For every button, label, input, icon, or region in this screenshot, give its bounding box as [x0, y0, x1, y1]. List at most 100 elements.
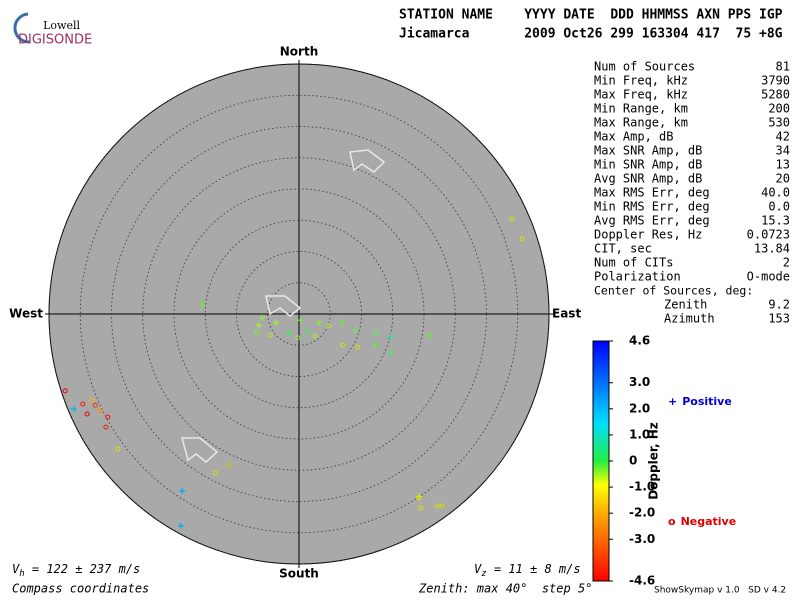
negative-point	[89, 397, 94, 403]
stat-value: 42	[776, 130, 790, 144]
negative-point	[92, 402, 98, 408]
stat-value: 530	[768, 116, 790, 130]
negative-point	[340, 342, 346, 348]
positive-point	[316, 319, 322, 326]
negative-point	[254, 330, 260, 336]
center-label: Zenith	[664, 298, 707, 312]
stat-label: Num of CITs	[594, 256, 673, 270]
positive-point	[339, 319, 346, 326]
center-label: Azimuth	[664, 312, 715, 326]
positive-point	[256, 322, 262, 329]
stat-label: Num of Sources	[594, 60, 695, 74]
stat-label: Max Amp, dB	[594, 130, 673, 144]
negative-point	[434, 503, 440, 509]
negative-point	[84, 411, 90, 417]
stat-value: 0.0723	[747, 228, 790, 242]
colorbar-tick-label: -1.0	[629, 480, 655, 494]
negative-point	[439, 503, 445, 509]
stat-value: 13.84	[754, 242, 790, 256]
stat-value: 0.0	[768, 200, 790, 214]
logo-arc	[13, 12, 31, 44]
coords-label: Compass coordinates	[12, 582, 149, 596]
colorbar-tick-label: 4.6	[629, 334, 650, 348]
negative-point	[80, 401, 86, 407]
colorbar-tick-label: 2.0	[629, 401, 650, 415]
stat-label: Max Range, km	[594, 116, 688, 130]
positive-point	[199, 301, 206, 307]
stat-value: 81	[776, 60, 790, 74]
legend-positive: + Positive	[668, 395, 732, 408]
header-line: STATION NAME YYYY DATE DDD HHMMSS AXN PP…	[399, 8, 783, 23]
north-label: North	[280, 45, 318, 59]
stat-value: 13	[776, 158, 790, 172]
stat-value: 34	[776, 144, 790, 158]
stat-label: Min Freq, kHz	[594, 74, 688, 88]
stat-label: Max SNR Amp, dB	[594, 144, 702, 158]
positive-point	[352, 327, 359, 334]
stat-value: 5280	[761, 88, 790, 102]
negative-point	[267, 332, 273, 338]
stat-value: 3790	[761, 74, 790, 88]
logo-bottom: DIGISONDE	[18, 33, 92, 48]
positive-point	[259, 314, 266, 321]
stat-label: Min Range, km	[594, 102, 688, 116]
positive-point	[177, 522, 184, 529]
positive-point	[304, 328, 311, 335]
positive-point	[426, 332, 432, 339]
positive-point	[297, 317, 304, 324]
colorbar	[592, 340, 610, 582]
negative-point	[312, 333, 318, 339]
vz-label: Vz = 11 ± 8 m/s	[474, 562, 581, 579]
positive-point	[372, 342, 379, 349]
stat-label: Avg SNR Amp, dB	[594, 172, 702, 186]
stat-label: Doppler Res, Hz	[594, 228, 702, 242]
colorbar-tick-label: -4.6	[629, 574, 655, 588]
positive-point	[179, 487, 186, 494]
stat-value: O-mode	[747, 270, 790, 284]
east-label: East	[552, 307, 581, 321]
stat-label: CIT, sec	[594, 242, 652, 256]
version-label: ShowSkymap v 1.0 SD v 4.2	[654, 586, 786, 596]
positive-point	[71, 406, 77, 412]
colorbar-tick-label: -3.0	[629, 532, 655, 546]
colorbar-label: Doppler, Hz	[647, 422, 661, 500]
negative-point	[295, 335, 301, 341]
colorbar-tick-label: -2.0	[629, 506, 655, 520]
negative-point	[103, 424, 109, 430]
negative-point	[97, 408, 103, 414]
center-title: Center of Sources, deg:	[594, 284, 753, 298]
negative-point	[115, 446, 121, 452]
colorbar-tick-label: 0	[629, 454, 637, 468]
legend-negative: o Negative	[668, 515, 736, 528]
negative-point	[326, 323, 332, 329]
positive-point	[387, 349, 394, 356]
negative-point	[212, 470, 218, 476]
positive-point	[272, 319, 279, 326]
stat-label: Max Freq, kHz	[594, 88, 688, 102]
positive-point	[286, 329, 292, 336]
center-value: 9.2	[768, 298, 790, 312]
stat-value: 20	[776, 172, 790, 186]
stat-label: Avg RMS Err, deg	[594, 214, 710, 228]
stat-value: 200	[768, 102, 790, 116]
colorbar-tick-label: 3.0	[629, 375, 650, 389]
west-label: West	[9, 307, 43, 321]
vh-label: Vh = 122 ± 237 m/s	[12, 562, 140, 579]
south-label: South	[279, 567, 319, 581]
stat-label: Min SNR Amp, dB	[594, 158, 702, 172]
plot: North South East West	[9, 45, 581, 581]
negative-point	[62, 388, 68, 394]
stat-value: 40.0	[761, 186, 790, 200]
negative-point	[416, 495, 422, 501]
negative-point	[226, 462, 232, 468]
zenith-label: Zenith: max 40° step 5°	[418, 582, 592, 596]
header-line: Jicamarca 2009 Oct26 299 163304 417 75 +…	[399, 27, 783, 42]
stat-label: Min RMS Err, deg	[594, 200, 710, 214]
center-value: 153	[768, 312, 790, 326]
positive-point	[372, 329, 379, 336]
colorbar-tick-label: 1.0	[629, 427, 650, 441]
stat-value: 2	[783, 256, 790, 270]
negative-point	[105, 414, 111, 420]
logo-top: Lowell	[43, 19, 80, 32]
